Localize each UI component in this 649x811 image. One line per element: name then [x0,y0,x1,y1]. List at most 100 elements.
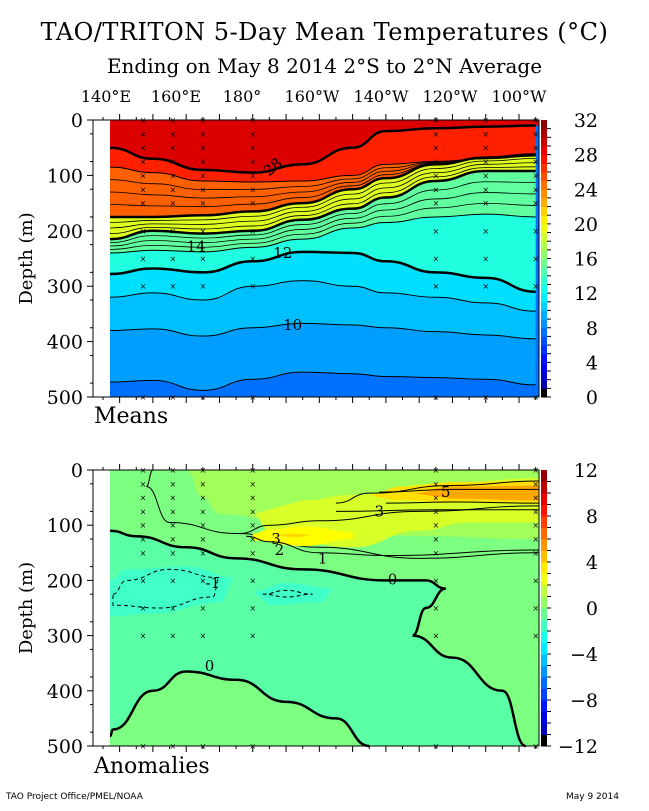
station-marker: × [170,549,177,558]
station-marker: × [249,158,256,167]
anomaly-band-1 [152,470,539,539]
colorbar-segment [541,353,547,363]
station-marker: × [170,116,177,125]
station-marker: × [249,480,256,489]
contour-label: 10 [283,316,302,334]
station-marker: × [532,255,539,264]
station-marker: × [482,199,489,208]
colorbar-segment [541,206,547,216]
colorbar-tick-label: 4 [586,552,598,574]
no-data-strip [93,470,110,746]
station-marker: × [249,116,256,125]
colorbar-segment [541,180,547,190]
station-marker: × [199,130,206,139]
footer-date: May 9 2014 [566,792,619,802]
isotherm-line [109,158,536,223]
station-marker: × [199,393,206,402]
y-axis-label: Depth (m) [16,212,37,304]
anomaly-contour [385,501,540,504]
colorbar-segment [541,275,547,285]
isotherm-line [109,202,536,250]
station-marker: × [432,604,439,613]
station-marker: × [532,632,539,641]
station-marker: × [140,742,147,751]
colorbar-segment [541,470,547,482]
station-marker: × [532,199,539,208]
isotherm-line [109,280,536,312]
colorbar-segment [541,137,547,147]
station-marker: × [170,282,177,291]
station-marker: × [199,185,206,194]
colorbar-segment [541,608,547,620]
y-tick-label: 0 [71,460,83,482]
anomaly-contour [335,509,539,512]
y-tick-label: 200 [47,221,83,243]
station-marker: × [432,742,439,751]
colorbar-segment [541,284,547,294]
station-marker: × [170,507,177,516]
station-marker: × [170,480,177,489]
colorbar-segment [541,550,547,563]
station-marker: × [532,185,539,194]
colorbar-segment [541,688,547,701]
station-marker: × [432,494,439,503]
colorbar-segment [541,631,547,643]
station-marker: × [249,535,256,544]
colorbar-segment [541,336,547,346]
contour-label: 14 [187,237,206,255]
station-marker: × [170,185,177,194]
station-marker: × [199,158,206,167]
station-marker: × [532,535,539,544]
station-marker: × [249,255,256,264]
station-marker: × [199,632,206,641]
colorbar-tick-label: −8 [570,690,598,712]
y-tick-label: 100 [47,515,83,537]
y-tick-label: 300 [47,626,83,648]
station-marker: × [140,466,147,475]
station-marker: × [249,742,256,751]
isotherm-line [109,155,536,190]
y-tick-label: 300 [47,276,83,298]
station-marker: × [199,576,206,585]
isotherm-band [110,120,539,173]
plot-frame [92,469,540,747]
colorbar-segment [541,539,547,551]
station-marker: × [199,742,206,751]
station-marker: × [170,393,177,402]
station-marker: × [249,507,256,516]
station-marker: × [432,521,439,530]
station-marker: × [170,604,177,613]
station-marker: × [532,130,539,139]
colorbar-segment [541,301,547,311]
station-marker: × [432,576,439,585]
station-marker: × [532,604,539,613]
anomaly-zero-contour [109,670,370,748]
station-marker: × [199,171,206,180]
station-marker: × [170,632,177,641]
station-marker: × [432,130,439,139]
station-marker: × [482,144,489,153]
lon-label: 100°W [491,87,547,106]
colorbar-tick-label: 16 [574,249,598,271]
colorbar-segment [541,319,547,329]
isotherm-line [109,250,536,293]
longitude-axis-labels: 140°E 160°E 180° 160°W 140°W 120°W 100°W [0,87,649,109]
colorbar-segment [541,700,547,712]
colorbar-segment [541,154,547,164]
colorbar-segment [541,481,547,494]
isotherm-line [109,124,536,174]
colorbar-segment [541,642,547,655]
contour-label: 28 [260,154,286,180]
station-marker: × [170,521,177,530]
station-marker: × [432,480,439,489]
station-marker: × [140,535,147,544]
station-marker: × [140,393,147,402]
station-marker: × [532,227,539,236]
colorbar-segment [541,734,547,747]
isotherm-band [110,214,536,292]
isotherm-band [110,251,536,312]
station-marker: × [432,549,439,558]
station-marker: × [532,393,539,402]
station-marker: × [170,144,177,153]
colorbar-segment [541,293,547,303]
